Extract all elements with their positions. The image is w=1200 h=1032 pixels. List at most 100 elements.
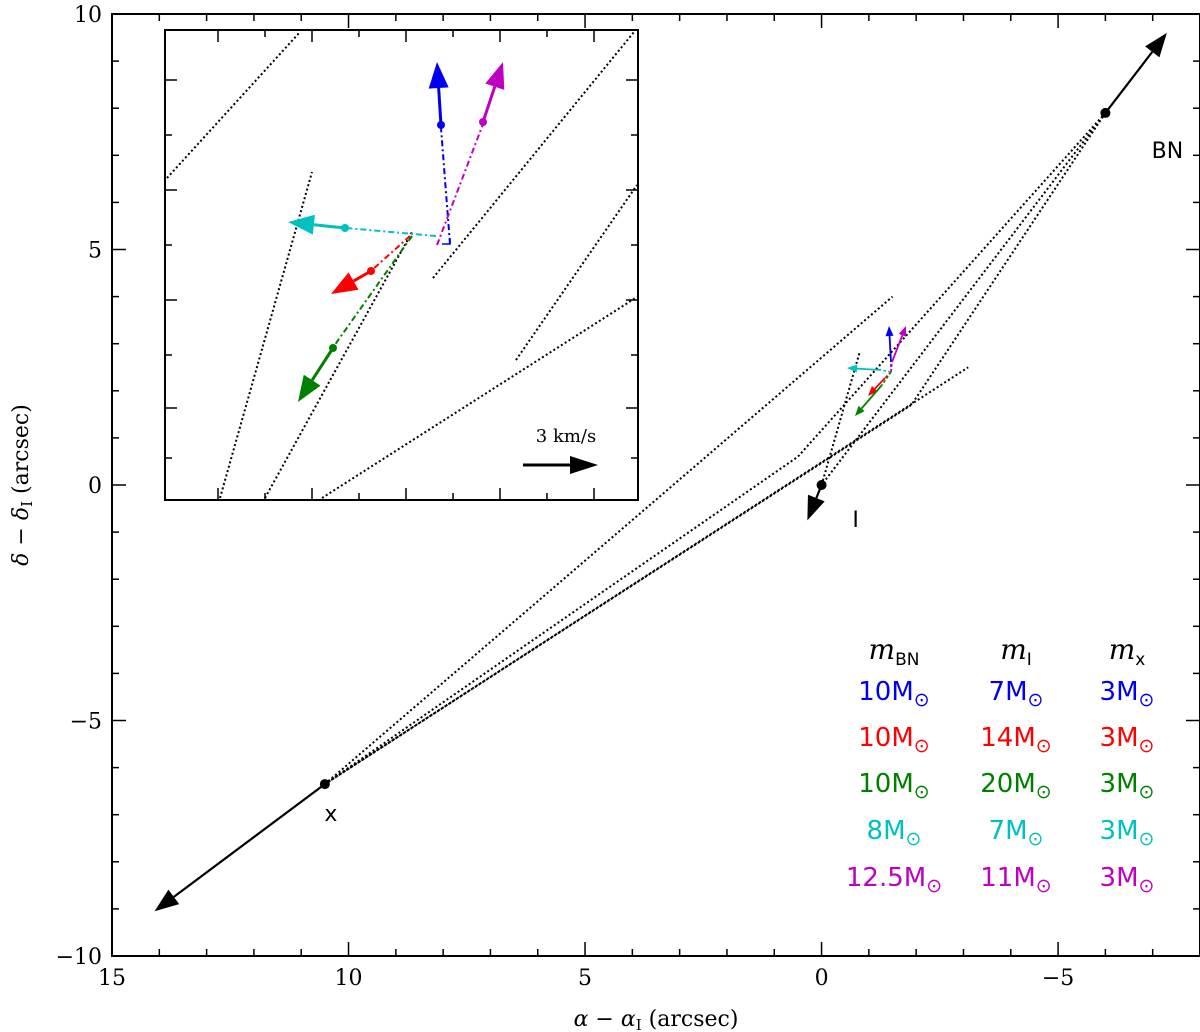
x-axis-label: α − αI (arcsec) <box>574 1007 739 1032</box>
inset-trajectory <box>515 184 638 361</box>
legend-entry: 10M⊙ <box>858 677 929 711</box>
inset-arrowhead-green <box>298 374 321 402</box>
mini-arrow-green <box>860 384 883 410</box>
star-marker-I <box>816 480 827 490</box>
inset-trajectory <box>166 31 301 179</box>
legend-entry: 7M⊙ <box>989 816 1044 850</box>
legend-entry: 3M⊙ <box>1100 677 1155 711</box>
legend-entry: 3M⊙ <box>1100 769 1155 803</box>
inset-arrowhead-cyan <box>288 214 315 235</box>
trajectory-line <box>324 112 1107 785</box>
y-axis-label: δ − δI (arcsec) <box>9 404 36 566</box>
arrowhead-I <box>807 494 825 521</box>
mini-track-green <box>881 371 892 386</box>
inset-arrow-magenta <box>481 86 497 123</box>
inset-blue-bracket <box>442 238 451 245</box>
legend-entry: 10M⊙ <box>858 769 929 803</box>
mini-velocity-arrows <box>847 326 907 416</box>
star-label-x: x <box>324 802 337 827</box>
axis-ticks <box>111 13 1200 957</box>
legend-entry: 7M⊙ <box>989 677 1044 711</box>
arrowhead-BN <box>1145 32 1167 58</box>
y-tick-label: 5 <box>88 239 102 264</box>
inset-arrow-green <box>310 347 335 381</box>
legend-entry: 3M⊙ <box>1100 816 1155 850</box>
mini-arrow-cyan <box>856 367 882 371</box>
velocity-arrow-BN <box>1104 51 1154 114</box>
inset-dot-red <box>367 267 375 275</box>
x-tick-labels: 15 10 5 0 −5 <box>98 966 1074 991</box>
legend-entry: 14M⊙ <box>980 723 1051 757</box>
legend-header: mx <box>1109 633 1146 670</box>
x-tick-label: −5 <box>1042 966 1074 991</box>
mini-arrowhead-green <box>855 405 865 416</box>
x-tick-label: 15 <box>98 966 126 991</box>
inset-velocity-arrows <box>288 62 505 402</box>
inset-track-blue <box>440 127 451 245</box>
inset-dot-magenta <box>479 118 487 126</box>
inset-trajectory <box>264 231 413 499</box>
inset-dot-green <box>329 344 337 352</box>
inset-track-red <box>371 235 411 271</box>
trajectories <box>324 112 1107 785</box>
x-tick-label: 0 <box>815 966 829 991</box>
star-marker-x <box>319 779 330 790</box>
inset-plot: 3 km/s <box>164 29 639 501</box>
inset-arrow-cyan <box>313 223 346 230</box>
y-tick-labels: −10 −5 0 5 10 <box>56 3 102 970</box>
mini-arrowhead-red <box>868 385 878 396</box>
inset-track-green <box>333 235 413 347</box>
inset-scale-arrowhead <box>570 456 598 474</box>
trajectory-line <box>324 366 969 785</box>
trajectory-line <box>820 112 1107 486</box>
mini-arrow-red <box>874 377 886 390</box>
x-tick-label: 5 <box>578 966 592 991</box>
inset-track-cyan <box>345 227 437 237</box>
legend-entry: 3M⊙ <box>1100 863 1155 897</box>
legend-entry: 10M⊙ <box>858 723 929 757</box>
trajectory-line <box>324 112 1107 785</box>
legend-entry: 8M⊙ <box>867 816 922 850</box>
inset-arrowhead-magenta <box>485 62 505 90</box>
legend-entry: 20M⊙ <box>980 769 1051 803</box>
star-label-I: I <box>852 508 859 533</box>
trajectory-line <box>820 352 861 486</box>
inset-arrow-blue <box>437 87 443 126</box>
legend-entry: 3M⊙ <box>1100 723 1155 757</box>
star-marker-BN <box>1100 107 1111 118</box>
legend-entry: 12.5M⊙ <box>846 863 942 897</box>
inset-dot-blue <box>437 121 445 129</box>
legend-entry: 11M⊙ <box>980 863 1051 897</box>
mini-arrow-blue <box>888 335 892 363</box>
y-tick-label: 0 <box>88 474 102 499</box>
inset-trajectory <box>321 296 638 499</box>
inset-trajectory <box>432 31 635 279</box>
inset-arrowhead-blue <box>428 62 449 89</box>
mini-arrowhead-magenta <box>898 326 907 337</box>
trajectory-line <box>324 295 894 785</box>
star-label-BN: BN <box>1152 139 1184 164</box>
inset-dot-cyan <box>341 224 349 232</box>
inset-trajectories <box>166 31 638 499</box>
mini-track-magenta <box>890 361 893 373</box>
mini-arrowhead-blue <box>885 326 894 337</box>
legend-header: mI <box>1000 633 1032 670</box>
mini-arrow-magenta <box>891 334 904 363</box>
stars: BN Ix <box>154 32 1184 912</box>
y-tick-label: 10 <box>74 3 102 28</box>
mini-track-cyan <box>880 369 892 373</box>
inset-scale-label: 3 km/s <box>536 426 596 447</box>
inset-arrowhead-red <box>331 272 359 294</box>
mini-arrowhead-cyan <box>847 364 858 373</box>
y-tick-label: −10 <box>56 945 102 970</box>
inset-ticks <box>165 30 638 500</box>
velocity-arrow-x <box>173 783 326 898</box>
arrowhead-x <box>154 889 180 912</box>
inset-track-magenta <box>436 123 484 246</box>
legend-header: mBN <box>869 633 920 670</box>
inset-frame <box>164 29 639 501</box>
x-tick-label: 10 <box>335 966 363 991</box>
y-tick-label: −5 <box>70 710 102 735</box>
legend: mBN mI mx 10M⊙ 7M⊙ 3M⊙ 10M⊙ 14M⊙ 3M⊙ 10M⊙ 20M⊙ 3M⊙ 8… <box>846 633 1155 897</box>
